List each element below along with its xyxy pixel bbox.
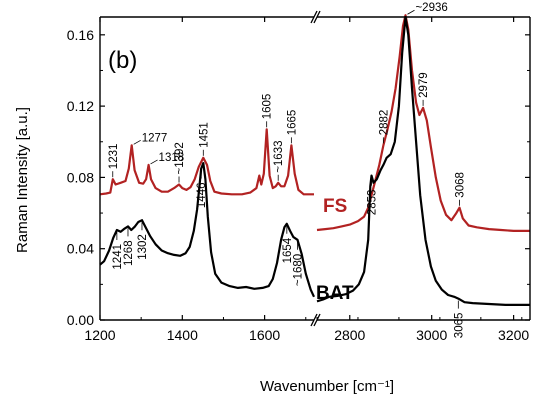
y-tick-label: 0.12: [67, 98, 94, 114]
annotation-label: 1605: [262, 94, 274, 120]
annotation-label: 1302: [137, 234, 149, 260]
y-tick-label: 0.16: [67, 27, 94, 43]
annotation-label: 1241: [112, 244, 124, 270]
series-line-fs-segment-1: [99, 128, 314, 196]
axis-break-mark-bottom-1: [310, 313, 318, 327]
legend-label-bat: BAT: [316, 283, 354, 304]
x-tick-label: 1600: [249, 327, 280, 343]
annotation-label: ~1680: [293, 254, 305, 286]
y-axis-title: Raman Intensity [a.u.]: [14, 107, 31, 253]
x-tick-label: 2800: [334, 327, 365, 343]
annotation-label: 2979: [418, 72, 430, 98]
annotation-arrow: [407, 9, 415, 15]
annotation-label: ~1633: [273, 140, 285, 172]
axis-break-mark-top-2: [313, 10, 321, 24]
axis-ticks: 0.00 0.04 0.08 0.12 0.16 1200 1400 1600 2800 3000…: [67, 17, 530, 343]
series-line-bat-segment-1: [99, 162, 315, 298]
panel-label: (b): [108, 47, 137, 74]
annotation-label: ~2936: [415, 2, 447, 14]
annotation-label: 3065: [453, 313, 465, 339]
annotation-label: 1451: [198, 122, 210, 148]
annotation-label: 1277: [142, 132, 168, 144]
annotation-arrow: [133, 139, 141, 145]
annotation-arrow: [150, 159, 158, 165]
axes-frame: [99, 10, 531, 327]
annotation-label: 1231: [108, 144, 120, 170]
annotation-label: 1654: [282, 237, 294, 263]
annotation-label: 1268: [123, 240, 135, 266]
annotation-label: ~1392: [174, 142, 186, 174]
x-tick-label: 3000: [416, 327, 447, 343]
series-line-bat-segment-2: [316, 15, 530, 306]
x-tick-label: 1200: [84, 327, 115, 343]
annotation-label: 3068: [455, 172, 467, 198]
legend-label-fs: FS: [323, 196, 347, 217]
annotation-label: 2882: [378, 110, 390, 136]
x-tick-label: 1400: [167, 327, 198, 343]
annotation-label: 1318: [159, 152, 185, 164]
series-layer: [99, 14, 530, 306]
axis-break-mark-top-1: [310, 10, 318, 24]
y-tick-label: 0.04: [67, 241, 94, 257]
annotation-label: 1665: [286, 110, 298, 136]
y-tick-label: 0.08: [67, 169, 94, 185]
annotation-label: 1446: [196, 183, 208, 209]
x-axis-title: Wavenumber [cm⁻¹]: [260, 378, 394, 395]
annotation-label: 2853: [367, 190, 379, 216]
x-tick-label: 3200: [498, 327, 529, 343]
y-tick-label: 0.00: [67, 312, 94, 328]
